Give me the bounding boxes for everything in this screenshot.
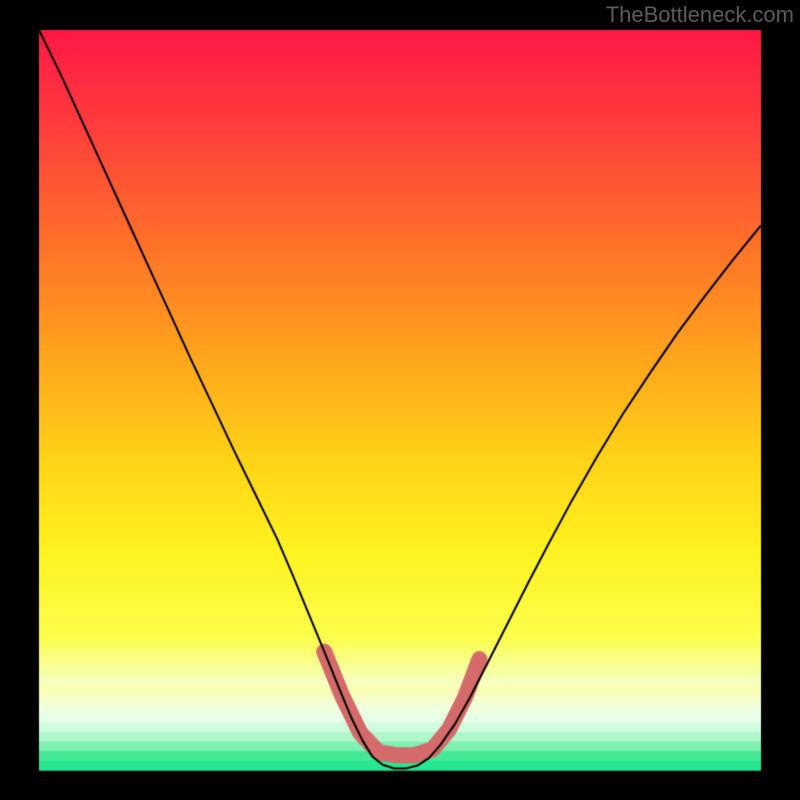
bottleneck-curve-chart — [0, 0, 800, 800]
chart-container: TheBottleneck.com — [0, 0, 800, 800]
watermark-text: TheBottleneck.com — [606, 2, 794, 28]
